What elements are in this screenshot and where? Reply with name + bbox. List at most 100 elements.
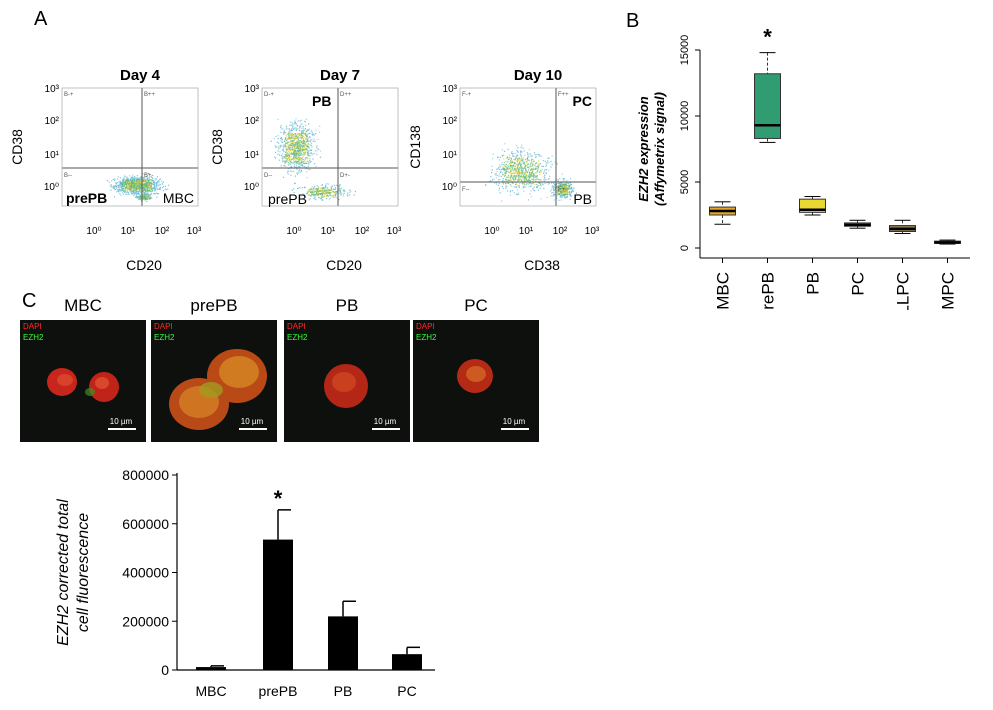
flow-event-dot xyxy=(290,170,292,172)
y-tick-label: 10² xyxy=(45,116,60,127)
flow-event-dot xyxy=(533,178,535,180)
flow-event-dot xyxy=(144,189,146,191)
flow-event-dot xyxy=(281,157,283,159)
flow-event-dot xyxy=(317,188,319,190)
flow-event-dot xyxy=(299,130,301,132)
flow-event-dot xyxy=(520,161,522,163)
flow-event-dot xyxy=(502,167,504,169)
flow-event-dot xyxy=(277,150,279,152)
flow-event-dot xyxy=(561,186,564,188)
flow-event-dot xyxy=(307,129,310,131)
flow-event-dot xyxy=(114,179,116,181)
flow-event-dot xyxy=(118,186,120,188)
flow-event-dot xyxy=(503,154,505,156)
flow-event-dot xyxy=(302,127,304,129)
flow-event-dot xyxy=(158,188,160,190)
flow-event-dot xyxy=(566,193,568,195)
flow-event-dot xyxy=(122,182,124,184)
flow-event-dot xyxy=(293,191,295,194)
flow-event-dot xyxy=(535,167,537,169)
flow-event-dot xyxy=(560,189,562,191)
flow-event-dot xyxy=(297,162,299,164)
flow-event-dot xyxy=(301,187,303,189)
flow-event-dot xyxy=(304,141,306,143)
flow-event-dot xyxy=(138,187,140,189)
flow-event-dot xyxy=(309,144,311,146)
flow-event-dot xyxy=(293,160,295,162)
flow-event-dot xyxy=(516,174,518,176)
flow-event-dot xyxy=(151,176,153,179)
flow-event-dot xyxy=(307,154,309,156)
flow-event-dot xyxy=(278,159,281,161)
flow-event-dot xyxy=(495,183,498,185)
flow-event-dot xyxy=(515,155,517,157)
flow-event-dot xyxy=(516,167,519,169)
flow-event-dot xyxy=(513,158,515,161)
flow-event-dot xyxy=(535,166,537,168)
flow-event-dot xyxy=(509,170,511,173)
flow-event-dot xyxy=(544,160,546,162)
flow-event-dot xyxy=(513,164,515,167)
flow-event-dot xyxy=(162,185,165,188)
flow-event-dot xyxy=(325,190,327,192)
dapi-label: DAPI xyxy=(287,322,306,331)
flow-event-dot xyxy=(334,188,337,190)
flow-event-dot xyxy=(322,192,324,194)
flow-event-dot xyxy=(140,182,142,184)
flow-event-dot xyxy=(313,187,315,189)
flow-event-dot xyxy=(302,161,304,163)
flow-event-dot xyxy=(168,184,170,186)
flow-event-dot xyxy=(515,167,518,169)
flow-event-dot xyxy=(522,178,524,180)
flow-event-dot xyxy=(514,173,516,175)
flow-event-dot xyxy=(326,191,328,194)
flow-event-dot xyxy=(126,183,128,185)
flow-event-dot xyxy=(296,173,298,175)
flow-event-dot xyxy=(506,157,508,159)
flow-event-dot xyxy=(305,136,308,138)
flow-event-dot xyxy=(296,196,298,198)
flow-event-dot xyxy=(537,153,540,155)
flow-event-dot xyxy=(494,173,496,175)
flow-event-dot xyxy=(310,152,312,154)
flow-event-dot xyxy=(134,192,136,194)
flow-event-dot xyxy=(518,179,520,181)
flow-event-dot xyxy=(289,152,291,154)
flow-event-dot xyxy=(550,190,552,192)
x-tick-label: 10⁰ xyxy=(286,226,301,237)
flow-event-dot xyxy=(519,154,522,156)
flow-event-dot xyxy=(526,166,529,168)
flow-event-dot xyxy=(544,179,546,181)
flow-event-dot xyxy=(318,187,320,189)
flow-event-dot xyxy=(548,162,550,164)
flow-event-dot xyxy=(514,168,516,170)
flow-event-dot xyxy=(115,187,117,189)
flow-event-dot xyxy=(309,139,311,141)
flow-event-dot xyxy=(311,133,313,135)
flow-event-dot xyxy=(303,165,306,168)
flow-event-dot xyxy=(136,184,138,186)
flow-event-dot xyxy=(307,192,309,194)
flow-event-dot xyxy=(524,166,526,168)
flow-event-dot xyxy=(325,189,327,191)
flow-event-dot xyxy=(535,172,537,174)
flow-event-dot xyxy=(319,156,322,158)
flow-event-dot xyxy=(286,155,288,157)
flow-event-dot xyxy=(294,153,297,155)
flow-event-dot xyxy=(291,189,293,191)
flow-event-dot xyxy=(146,186,148,188)
flow-event-dot xyxy=(556,197,558,199)
flow-event-dot xyxy=(540,183,542,185)
flow-event-dot xyxy=(344,190,346,192)
flow-event-dot xyxy=(123,177,125,179)
flow-event-dot xyxy=(281,153,284,155)
flow-event-dot xyxy=(318,196,320,198)
flow-event-dot xyxy=(560,196,562,198)
ezh2-label: EZH2 xyxy=(416,333,437,342)
flow-event-dot xyxy=(297,152,300,155)
flow-event-dot xyxy=(301,145,303,148)
flow-event-dot xyxy=(336,192,338,194)
flow-event-dot xyxy=(542,165,544,168)
flow-event-dot xyxy=(300,125,302,127)
flow-event-dot xyxy=(288,131,290,133)
